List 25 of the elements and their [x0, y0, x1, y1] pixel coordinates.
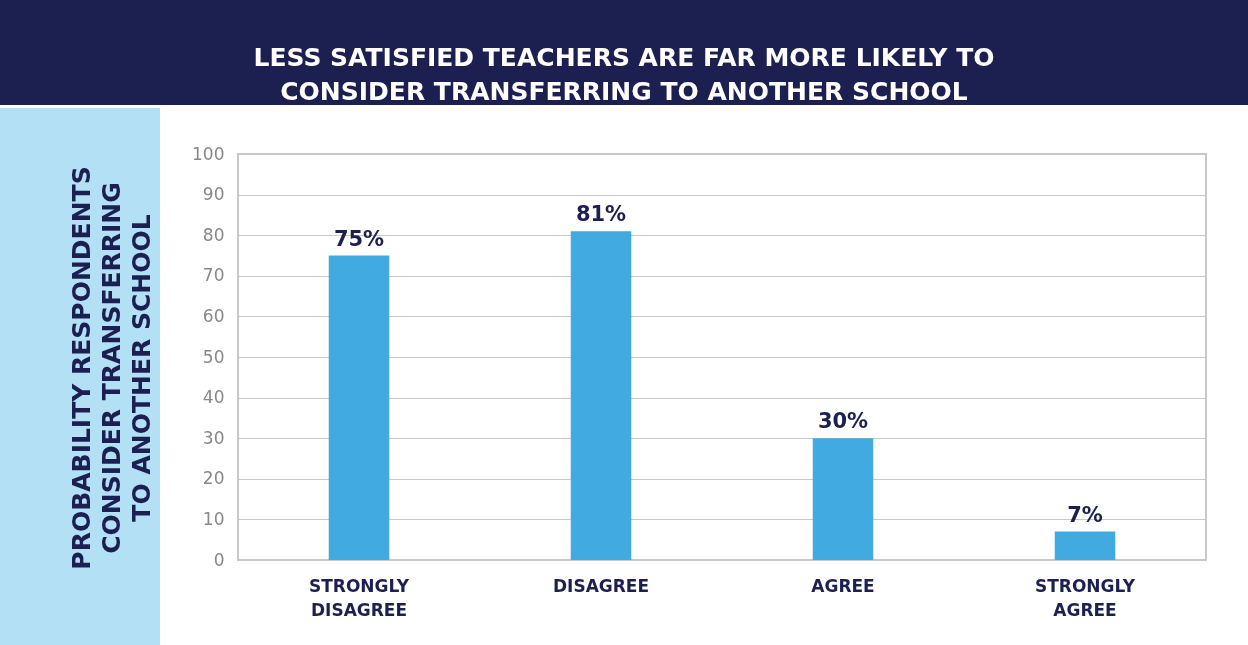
data-label: 7% — [1067, 502, 1103, 527]
y-tick-label: 80 — [202, 224, 225, 245]
y-tick-label: 10 — [202, 508, 225, 529]
y-tick-label: 50 — [202, 346, 225, 367]
bar — [570, 231, 632, 560]
y-axis-title: PROBABILITY RESPONDENTS CONSIDER TRANSFERRING TO ANOTHER SCHOOL — [67, 166, 156, 570]
y-tick-label: 40 — [202, 387, 225, 408]
data-label: 30% — [817, 409, 869, 434]
chart-title: LESS SATISFIED TEACHERS ARE FAR MORE LIKELY TO CONSIDER TRANSFERRING TO ANOTHER SCHOOL — [253, 43, 995, 106]
y-tick-label: 100 — [192, 143, 225, 164]
y-tick-label: 0 — [213, 549, 225, 570]
bar — [812, 438, 874, 560]
bar — [1054, 531, 1116, 560]
y-tick-label: 60 — [202, 305, 225, 326]
x-tick-label: AGREE — [811, 575, 875, 596]
y-tick-label: 30 — [202, 427, 225, 448]
y-tick-label: 90 — [202, 184, 225, 205]
y-tick-label: 20 — [202, 468, 225, 489]
x-tick-label: DISAGREE — [552, 575, 650, 596]
x-tick-label: STRONGLY DISAGREE — [308, 575, 410, 620]
data-label: 75% — [333, 226, 385, 251]
data-label: 81% — [575, 202, 627, 227]
x-tick-label: STRONGLY AGREE — [1034, 575, 1136, 620]
bar — [328, 255, 390, 560]
y-tick-label: 70 — [202, 265, 225, 286]
